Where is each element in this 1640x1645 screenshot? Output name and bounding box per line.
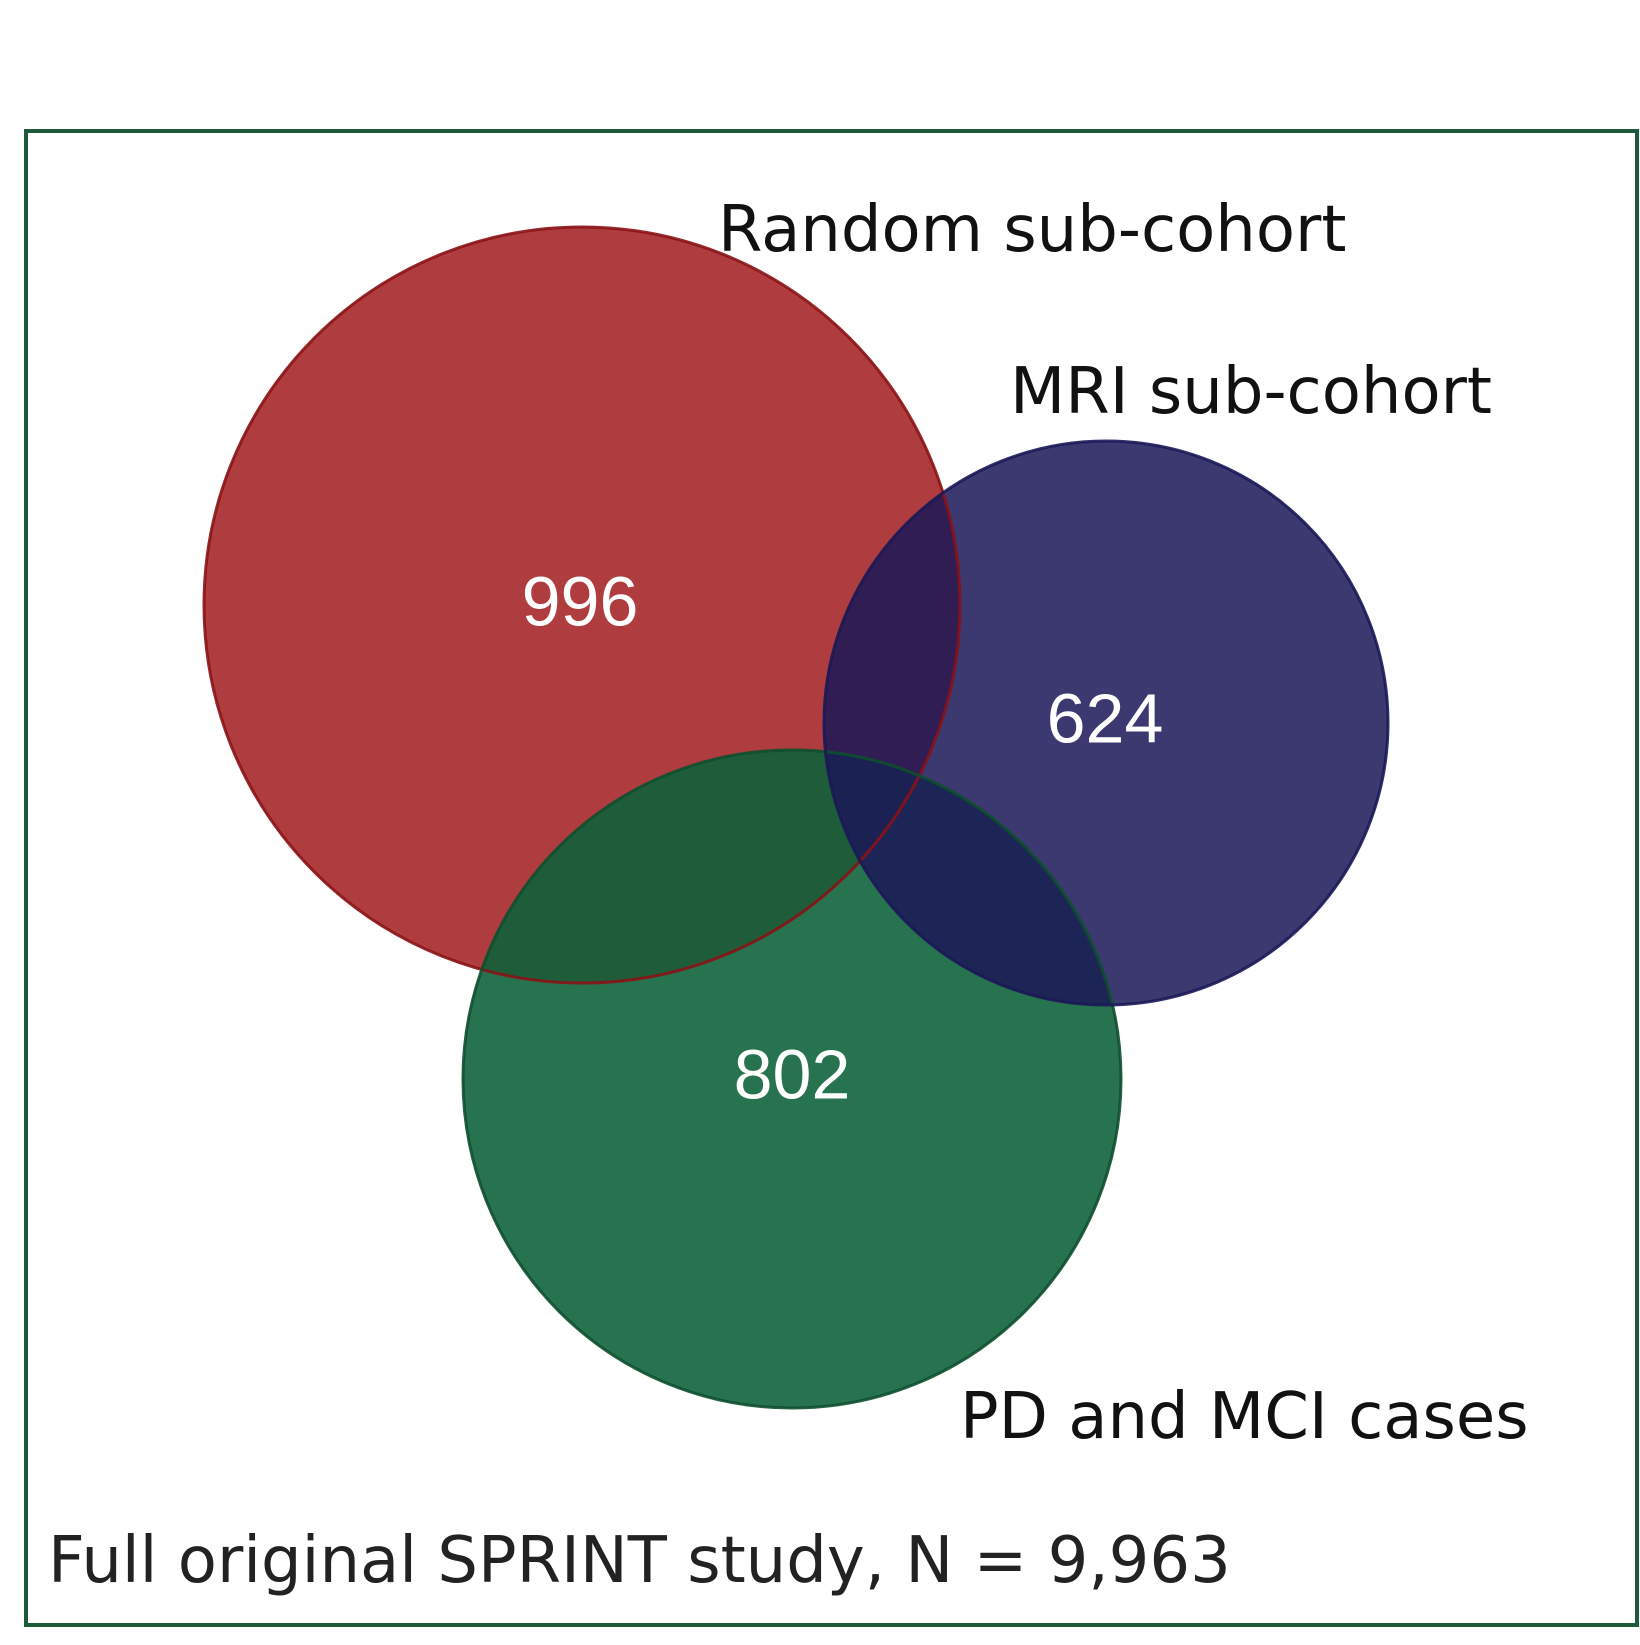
study-frame xyxy=(24,129,1639,1627)
circle-mri-sub-cohort xyxy=(824,441,1388,1005)
count-pd-mci-cases: 802 xyxy=(734,1035,851,1113)
label-pd-mci-cases: PD and MCI cases xyxy=(960,1380,1529,1454)
outline-random-sub-cohort xyxy=(202,225,962,985)
outline-pd-mci-cases xyxy=(461,748,1123,1410)
outline-mri-sub-cohort xyxy=(822,439,1390,1007)
label-random-sub-cohort: Random sub-cohort xyxy=(718,193,1346,267)
label-mri-sub-cohort: MRI sub-cohort xyxy=(1010,355,1492,429)
count-random-sub-cohort: 996 xyxy=(522,562,639,640)
count-mri-sub-cohort: 624 xyxy=(1047,679,1164,757)
study-caption: Full original SPRINT study, N = 9,963 xyxy=(48,1524,1231,1598)
